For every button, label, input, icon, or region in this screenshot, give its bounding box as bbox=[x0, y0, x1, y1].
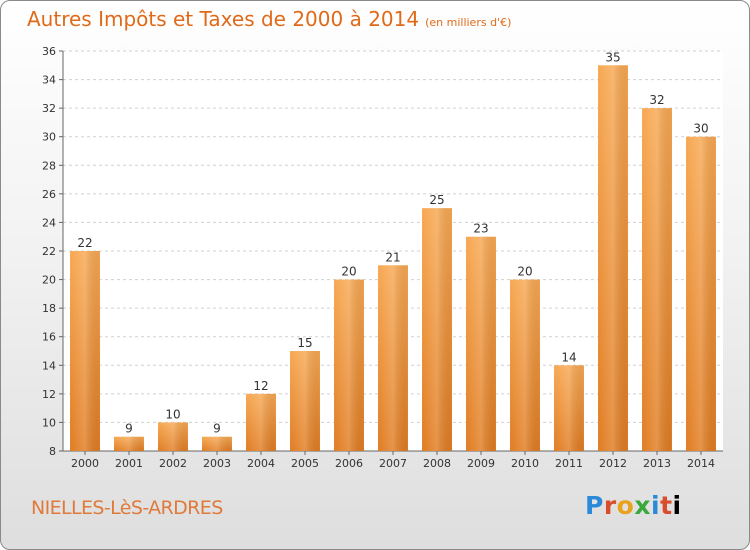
bar-shine-2014 bbox=[686, 136, 716, 451]
x-tick-label-2007: 2007 bbox=[379, 457, 407, 470]
x-tick-label-2012: 2012 bbox=[599, 457, 627, 470]
bar-shine-2008 bbox=[422, 208, 452, 451]
data-label-2002: 10 bbox=[165, 407, 180, 421]
x-tick-label-2004: 2004 bbox=[247, 457, 275, 470]
x-tick-label-2000: 2000 bbox=[71, 457, 99, 470]
data-label-2011: 14 bbox=[561, 350, 576, 364]
x-tick-label-2005: 2005 bbox=[291, 457, 319, 470]
data-label-2006: 20 bbox=[341, 265, 356, 279]
y-tick-label: 18 bbox=[42, 302, 56, 315]
y-tick-label: 22 bbox=[42, 245, 56, 258]
x-tick-label-2003: 2003 bbox=[203, 457, 231, 470]
data-label-2007: 21 bbox=[385, 250, 400, 264]
y-tick-label: 14 bbox=[42, 359, 56, 372]
data-label-2005: 15 bbox=[297, 336, 312, 350]
y-tick-label: 36 bbox=[42, 45, 56, 58]
bar-shine-2002 bbox=[158, 422, 188, 451]
x-tick-label-2011: 2011 bbox=[555, 457, 583, 470]
commune-name: NIELLES-LèS-ARDRES bbox=[31, 497, 223, 519]
y-tick-label: 32 bbox=[42, 102, 56, 115]
data-label-2012: 35 bbox=[605, 50, 620, 64]
bar-shine-2003 bbox=[202, 436, 232, 451]
chart-subtitle: (en milliers d'€) bbox=[425, 16, 512, 29]
bar-shine-2006 bbox=[334, 279, 364, 451]
data-label-2008: 25 bbox=[429, 193, 444, 207]
proxiti-logo[interactable]: Proxiti bbox=[585, 491, 682, 520]
bar-shine-2009 bbox=[466, 236, 496, 451]
data-label-2013: 32 bbox=[649, 93, 664, 107]
y-tick-label: 28 bbox=[42, 159, 56, 172]
y-tick-label: 10 bbox=[42, 416, 56, 429]
x-tick-label-2001: 2001 bbox=[115, 457, 143, 470]
x-tick-label-2010: 2010 bbox=[511, 457, 539, 470]
x-tick-label-2013: 2013 bbox=[643, 457, 671, 470]
y-tick-label: 30 bbox=[42, 131, 56, 144]
y-tick-label: 12 bbox=[42, 388, 56, 401]
chart-title-text: Autres Impôts et Taxes de 2000 à 2014 bbox=[27, 7, 420, 31]
x-tick-label-2006: 2006 bbox=[335, 457, 363, 470]
x-tick-label-2008: 2008 bbox=[423, 457, 451, 470]
bar-shine-2011 bbox=[554, 365, 584, 451]
bar-shine-2005 bbox=[290, 351, 320, 451]
y-tick-label: 24 bbox=[42, 216, 56, 229]
data-label-2014: 30 bbox=[693, 122, 708, 136]
y-tick-label: 34 bbox=[42, 74, 56, 87]
bar-shine-2012 bbox=[598, 65, 628, 452]
bar-shine-2004 bbox=[246, 393, 276, 451]
data-label-2000: 22 bbox=[77, 236, 92, 250]
x-tick-label-2014: 2014 bbox=[687, 457, 715, 470]
bar-shine-2010 bbox=[510, 279, 540, 451]
bar-shine-2000 bbox=[70, 251, 100, 451]
y-tick-label: 8 bbox=[49, 445, 56, 458]
data-label-2001: 9 bbox=[125, 422, 133, 436]
x-tick-label-2002: 2002 bbox=[159, 457, 187, 470]
bar-shine-2007 bbox=[378, 265, 408, 451]
bar-shine-2001 bbox=[114, 436, 144, 451]
data-label-2004: 12 bbox=[253, 379, 268, 393]
chart-title: Autres Impôts et Taxes de 2000 à 2014 (en… bbox=[27, 7, 511, 31]
bar-shine-2013 bbox=[642, 108, 672, 452]
y-tick-label: 16 bbox=[42, 331, 56, 344]
x-tick-label-2009: 2009 bbox=[467, 457, 495, 470]
y-tick-label: 26 bbox=[42, 188, 56, 201]
data-label-2003: 9 bbox=[213, 422, 221, 436]
y-tick-label: 20 bbox=[42, 274, 56, 287]
data-label-2009: 23 bbox=[473, 222, 488, 236]
data-label-2010: 20 bbox=[517, 265, 532, 279]
